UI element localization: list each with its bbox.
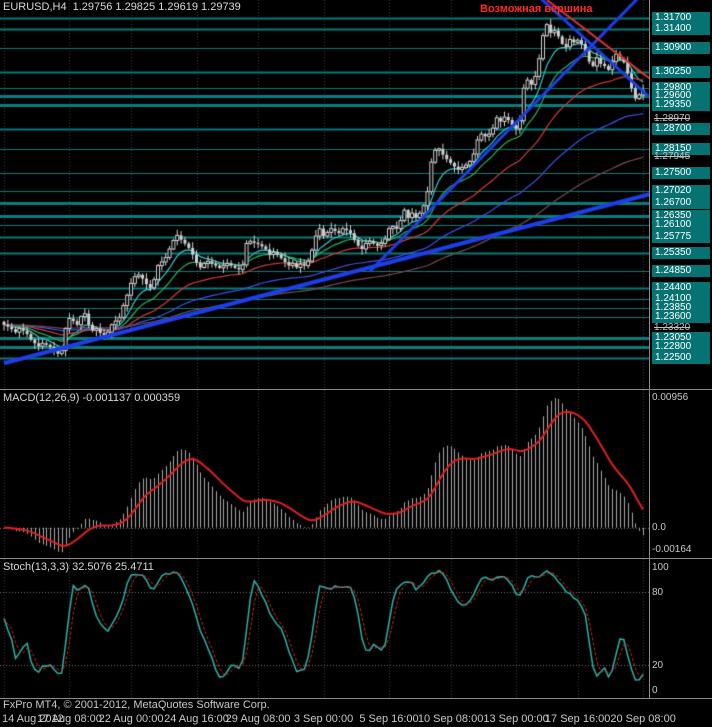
price-level-tag: 1.29350 (652, 98, 710, 111)
price-scale-label: 1.23320 (654, 321, 691, 333)
price-level-tag: 1.25775 (652, 230, 710, 243)
price-level-tag: 1.24100 (652, 292, 710, 305)
price-level-tag: 1.26100 (652, 218, 710, 231)
time-axis-label: 17 Sep 16:00 (544, 713, 611, 725)
time-axis-label: 29 Aug 08:00 (225, 713, 291, 725)
price-level-tag: 1.31700 (652, 12, 710, 24)
stoch-scale-label: 100 (652, 562, 669, 573)
price-level-tag: 1.22500 (652, 352, 710, 365)
time-axis-label: 20 Sep 08:00 (610, 713, 676, 725)
macd-scale-label: 0.0 (652, 521, 666, 533)
copyright-text: FxPro MT4, © 2001-2012, MetaQuotes Softw… (3, 699, 270, 711)
stoch-panel: Stoch(13,3,3) 32.5076 25.4711 100 80 20 0 (0, 558, 712, 698)
price-level-tag: 1.26350 (652, 209, 710, 222)
stoch-scale-label: 80 (652, 586, 664, 598)
chart-title: EURUSD,H4 1.29756 1.29825 1.29619 1.29739 (3, 1, 241, 13)
symbol-period-label: EURUSD,H4 (3, 1, 67, 13)
price-scale-label: 1.28970 (654, 112, 691, 124)
price-level-tag: 1.31400 (652, 23, 710, 36)
price-scale-label: 1.27945 (654, 150, 691, 162)
stoch-label: Stoch(13,3,3) 32.5076 25.4711 (3, 561, 154, 573)
price-level-tag: 1.27500 (652, 167, 710, 180)
stoch-scale-label: 20 (652, 660, 664, 672)
time-axis: 14 Aug 2012 17 Aug 08:00 22 Aug 00:00 24 Au… (0, 713, 712, 727)
stoch-canvas (0, 559, 649, 698)
macd-scale-label: 0.00956 (652, 391, 689, 403)
price-level-tag: 1.26700 (652, 196, 710, 209)
price-level-tag: 1.28150 (652, 143, 710, 156)
time-axis-label: 5 Sep 16:00 (359, 713, 419, 725)
macd-canvas (0, 390, 649, 558)
price-level-tag: 1.24400 (652, 281, 710, 294)
macd-panel: MACD(12,26,9) -0.001137 0.000359 0.00956… (0, 389, 712, 558)
scale-separator-line (649, 0, 650, 698)
time-axis-label: 10 Sep 08:00 (417, 713, 484, 725)
time-axis-label: 14 Aug 2012 (2, 713, 64, 725)
footer-strip: FxPro MT4, © 2001-2012, MetaQuotes Softw… (0, 698, 712, 713)
price-level-tag: 1.25350 (652, 246, 710, 259)
price-level-tag: 1.23050 (652, 331, 710, 344)
ohlc-quote-label: 1.29756 1.29825 1.29619 1.29739 (72, 1, 241, 13)
stoch-scale-label: 0 (652, 685, 658, 696)
macd-label: MACD(12,26,9) -0.001137 0.000359 (3, 392, 181, 404)
main-chart-panel: EURUSD,H4 1.29756 1.29825 1.29619 1.29739… (0, 0, 712, 389)
price-scale: 1.31700 1.31400 1.30900 1.30250 1.29800 1.296… (650, 0, 712, 389)
chart-annotation-text: Возможная вершина (480, 3, 593, 15)
price-level-tag: 1.23600 (652, 311, 710, 324)
time-axis-label: 3 Sep 00:00 (293, 713, 354, 725)
price-level-tag: 1.29600 (652, 89, 710, 102)
price-level-tag: 1.23850 (652, 302, 710, 315)
price-level-tag: 1.30250 (652, 65, 710, 78)
price-level-tag: 1.22800 (652, 340, 710, 353)
time-axis-label: 24 Aug 16:00 (164, 713, 229, 725)
macd-scale-label: -0.00164 (652, 543, 692, 555)
time-axis-label: 13 Sep 00:00 (483, 713, 549, 725)
price-level-tag: 1.30900 (652, 41, 710, 54)
price-level-tag: 1.24850 (652, 265, 710, 278)
price-level-tag: 1.27020 (652, 184, 710, 197)
time-axis-label: 17 Aug 08:00 (37, 713, 102, 725)
main-price-canvas (0, 0, 649, 389)
price-level-tag: 1.28700 (652, 122, 710, 135)
time-axis-label: 22 Aug 00:00 (98, 713, 164, 725)
